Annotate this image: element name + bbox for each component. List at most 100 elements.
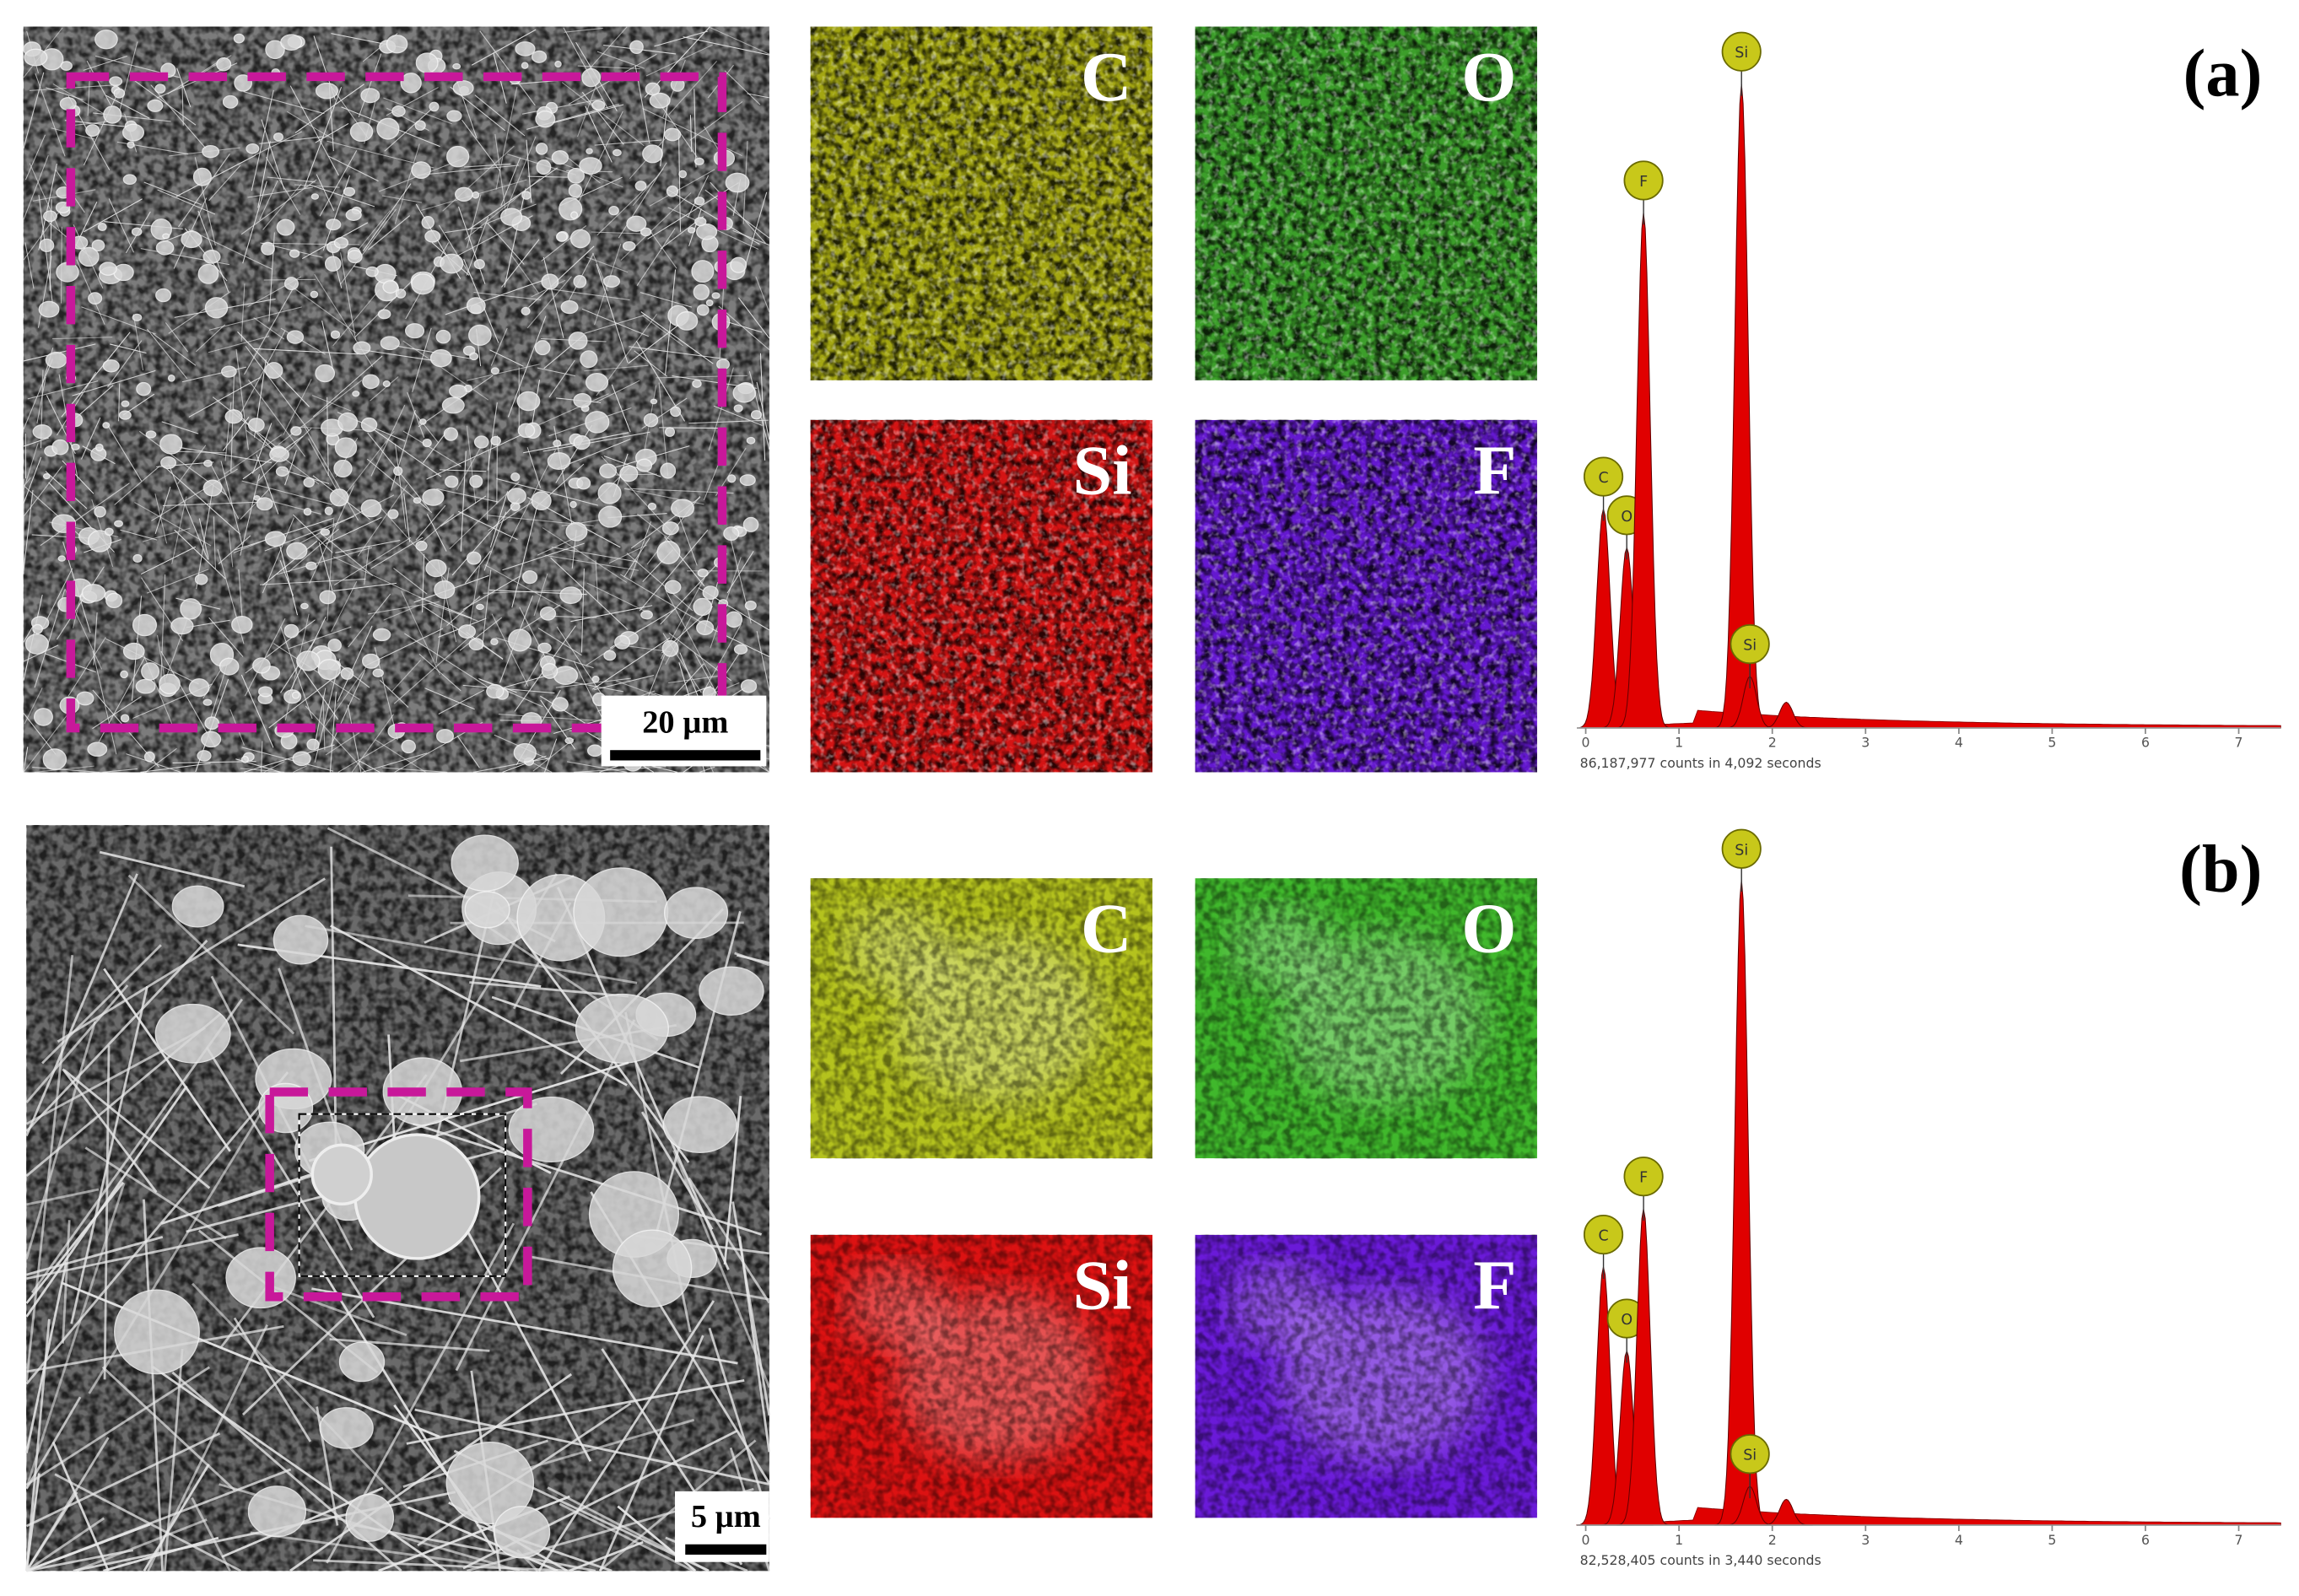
fiber: [429, 602, 478, 622]
bead: [699, 966, 764, 1016]
fiber: [381, 767, 448, 773]
fiber: [25, 1517, 105, 1572]
element-label: Si: [1073, 431, 1132, 510]
fiber: [402, 340, 489, 401]
bead: [697, 568, 709, 578]
fiber: [146, 328, 188, 380]
continuum: [1585, 709, 2281, 729]
bead: [310, 1143, 373, 1205]
fiber: [548, 288, 630, 301]
fiber: [362, 421, 442, 477]
fiber: [624, 488, 734, 494]
fiber: [208, 164, 241, 202]
fiber: [668, 674, 726, 684]
bead: [555, 231, 568, 242]
bead: [676, 310, 699, 331]
fiber: [585, 105, 613, 163]
bead: [567, 167, 585, 184]
bead: [521, 62, 529, 69]
bead: [216, 57, 232, 72]
bead: [362, 374, 380, 390]
x-tick-label: 2: [1768, 735, 1777, 751]
x-tick-label: 2: [1768, 1532, 1777, 1548]
fiber: [289, 1372, 573, 1572]
bead: [441, 396, 465, 414]
bead: [104, 527, 114, 536]
x-tick-label: 3: [1861, 735, 1870, 751]
fiber: [424, 687, 475, 710]
bead: [564, 737, 574, 744]
bead: [154, 84, 166, 94]
bead: [636, 458, 653, 472]
bead: [324, 256, 342, 272]
bead: [422, 488, 445, 506]
fiber: [563, 27, 608, 109]
fiber: [238, 569, 243, 618]
fiber: [468, 565, 481, 631]
bead: [551, 150, 569, 165]
bead: [222, 94, 239, 109]
fiber: [504, 188, 526, 288]
bead: [415, 540, 428, 552]
fiber: [208, 617, 244, 657]
fiber: [83, 56, 127, 71]
bead: [159, 434, 183, 455]
bead: [662, 1096, 737, 1153]
bead: [711, 292, 720, 299]
fiber: [289, 85, 339, 176]
fiber: [358, 53, 382, 118]
bead: [634, 181, 647, 191]
fiber: [151, 468, 238, 521]
fiber: [473, 291, 542, 300]
fiber: [262, 541, 318, 586]
bead: [581, 67, 602, 88]
fiber: [348, 593, 391, 648]
bead: [253, 495, 261, 501]
element-label: F: [1473, 1246, 1516, 1324]
fiber: [280, 327, 326, 355]
fiber: [333, 536, 412, 586]
fiber: [445, 226, 483, 234]
bead: [99, 262, 117, 276]
fiber: [683, 36, 769, 56]
bead: [591, 100, 606, 111]
fiber: [240, 674, 274, 748]
bead: [202, 698, 213, 706]
bead: [39, 238, 55, 252]
fiber: [472, 758, 551, 773]
bead: [622, 241, 636, 251]
bead: [113, 1289, 200, 1375]
fiber: [366, 458, 433, 514]
bead: [120, 714, 130, 723]
map-texture: [810, 26, 1152, 380]
bead: [568, 183, 583, 198]
bead: [663, 127, 682, 142]
fiber: [511, 506, 538, 608]
bead: [535, 110, 556, 128]
fiber: [332, 556, 424, 600]
bead: [664, 427, 676, 437]
fiber: [502, 755, 547, 773]
bead: [315, 364, 336, 383]
fiber: [380, 679, 409, 708]
fiber: [233, 1317, 312, 1442]
element-label: O: [1461, 890, 1516, 968]
fiber: [23, 72, 45, 149]
spectrum-caption: 86,187,977 counts in 4,092 seconds: [1580, 755, 1821, 771]
bead: [573, 275, 587, 288]
bead: [382, 380, 391, 388]
bead: [264, 531, 287, 547]
fiber: [418, 596, 472, 619]
fiber: [140, 546, 197, 575]
fiber: [629, 521, 651, 579]
bead: [500, 208, 523, 226]
bead: [739, 474, 756, 487]
bead: [147, 99, 164, 112]
fiber: [632, 168, 664, 207]
fiber: [210, 464, 240, 520]
fiber: [561, 82, 645, 147]
bead: [372, 628, 391, 642]
bead: [733, 644, 748, 655]
fiber: [490, 327, 508, 366]
fiber: [456, 447, 481, 490]
